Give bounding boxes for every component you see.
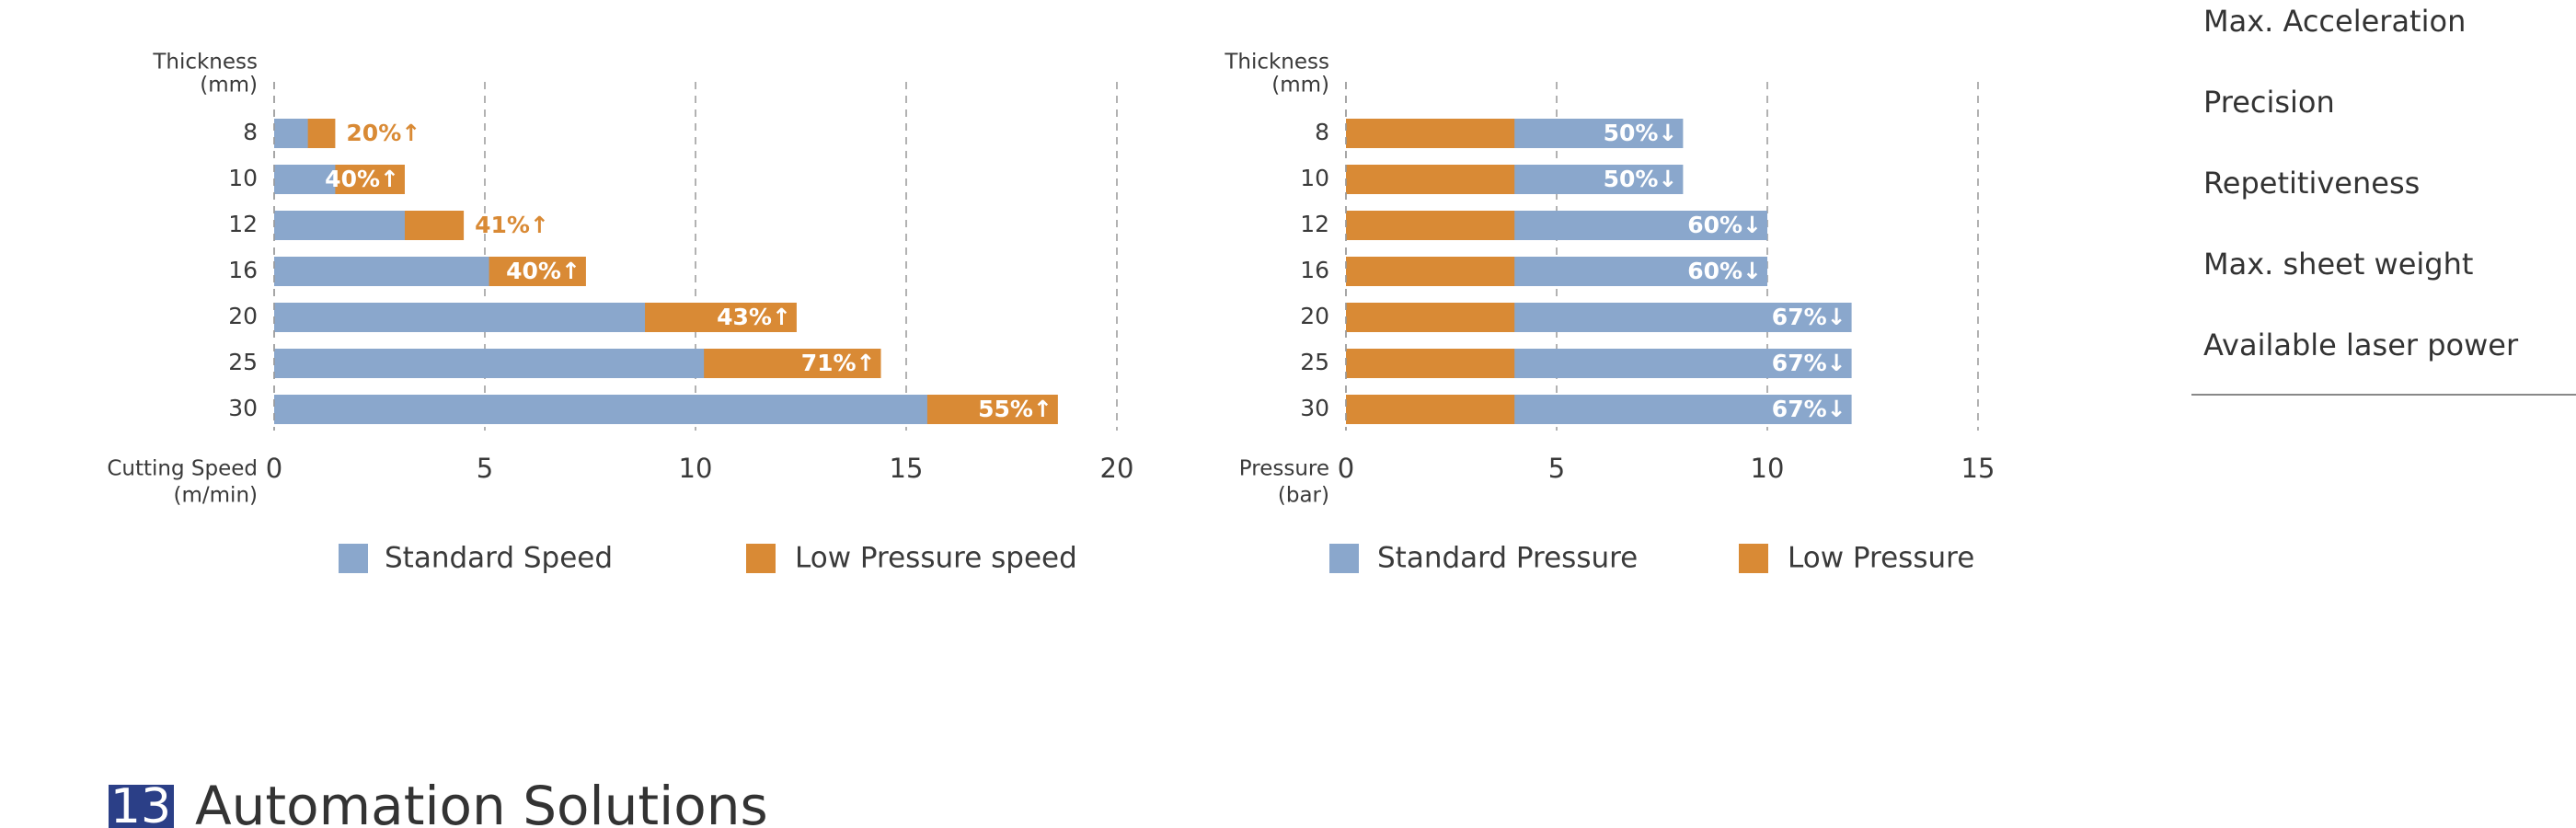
legend-label: Standard Pressure	[1377, 542, 1638, 575]
y-tick-label: 10	[1300, 165, 1329, 191]
bar-annotation: 43%↑	[717, 304, 791, 330]
legend-swatch	[1329, 544, 1359, 573]
bar	[1346, 165, 1515, 194]
spec-item: Repetitiveness	[2203, 166, 2420, 201]
x-tick-label: 5	[477, 453, 493, 484]
bar-annotation: 55%↑	[978, 396, 1052, 422]
y-tick-label: 12	[228, 211, 258, 237]
bar-annotation: 60%↓	[1687, 258, 1762, 284]
x-axis-label: (m/min)	[174, 484, 258, 508]
x-axis-label: (bar)	[1278, 484, 1329, 508]
bar	[274, 303, 646, 332]
bar	[1346, 119, 1515, 148]
y-axis-label: Thickness	[152, 51, 258, 75]
y-tick-label: 16	[1300, 257, 1329, 283]
bar	[1346, 395, 1515, 424]
x-tick-label: 20	[1100, 453, 1134, 484]
y-tick-label: 10	[228, 165, 258, 191]
bar-annotation: 60%↓	[1687, 212, 1762, 238]
bar-annotation: 67%↓	[1772, 350, 1846, 376]
y-tick-label: 20	[228, 303, 258, 329]
y-axis-label: (mm)	[1271, 74, 1329, 98]
bar-annotation: 40%↑	[506, 258, 581, 284]
x-tick-label: 5	[1548, 453, 1565, 484]
bar-annotation: 67%↓	[1772, 396, 1846, 422]
bar	[1346, 257, 1515, 286]
y-tick-label: 30	[1300, 395, 1329, 421]
bar-annotation: 41%↑	[475, 212, 549, 238]
legend-swatch	[1739, 544, 1768, 573]
spec-item: Available laser power	[2203, 328, 2519, 362]
legend-swatch	[746, 544, 776, 573]
bar-annotation: 40%↑	[325, 166, 399, 192]
spec-item: Precision	[2203, 85, 2335, 120]
y-axis-label: (mm)	[200, 74, 258, 98]
legend-label: Standard Speed	[385, 542, 613, 575]
y-axis-label: Thickness	[1224, 51, 1329, 75]
y-tick-label: 20	[1300, 303, 1329, 329]
spec-item: Max. sheet weight	[2203, 247, 2473, 282]
legend-label: Low Pressure speed	[795, 542, 1077, 575]
bar	[274, 395, 927, 424]
bar	[274, 211, 405, 240]
x-axis-label: Cutting Speed	[107, 457, 258, 481]
bar-annotation: 50%↓	[1604, 166, 1678, 192]
bar-annotation: 71%↑	[801, 350, 876, 376]
x-tick-label: 10	[679, 453, 713, 484]
x-tick-label: 15	[890, 453, 924, 484]
y-tick-label: 12	[1300, 211, 1329, 237]
bar	[274, 119, 308, 148]
x-tick-label: 15	[1961, 453, 1995, 484]
spec-item: Max. Acceleration	[2203, 4, 2466, 39]
legend-label: Low Pressure	[1788, 542, 1974, 575]
bar	[274, 165, 336, 194]
x-axis-label: Pressure	[1239, 457, 1329, 481]
bar	[1346, 349, 1515, 378]
legend-swatch	[339, 544, 368, 573]
bar-annotation: 50%↓	[1604, 120, 1678, 146]
section-number-box	[109, 785, 174, 828]
bar	[1346, 303, 1515, 332]
y-tick-label: 25	[228, 349, 258, 375]
y-tick-label: 8	[243, 119, 258, 145]
section-title: Automation Solutions	[195, 775, 768, 828]
bar	[274, 349, 705, 378]
x-tick-label: 0	[266, 453, 282, 484]
bar	[274, 257, 489, 286]
x-tick-label: 0	[1338, 453, 1354, 484]
bar-annotation: 67%↓	[1772, 304, 1846, 330]
section-number: 13	[110, 779, 171, 828]
x-tick-label: 10	[1751, 453, 1785, 484]
bar-annotation: 20%↑	[346, 120, 420, 146]
y-tick-label: 30	[228, 395, 258, 421]
y-tick-label: 8	[1315, 119, 1329, 145]
bar	[1346, 211, 1515, 240]
y-tick-label: 16	[228, 257, 258, 283]
y-tick-label: 25	[1300, 349, 1329, 375]
